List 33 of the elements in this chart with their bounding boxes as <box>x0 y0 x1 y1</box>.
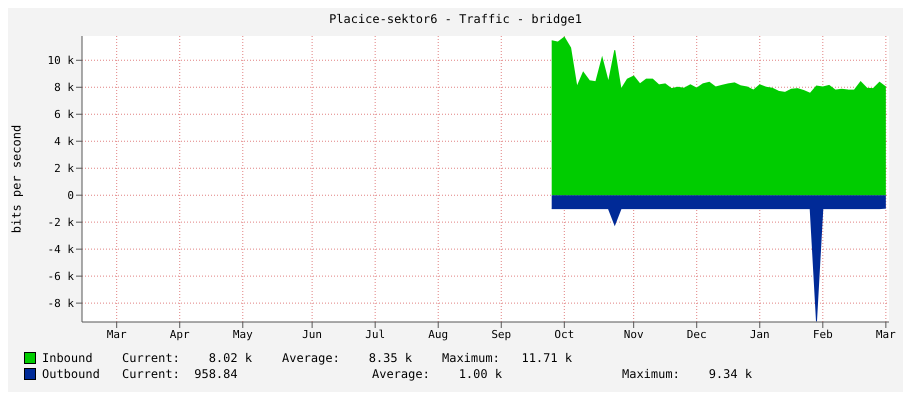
text: Maximum: 11.71 k <box>442 351 574 365</box>
text: Current: 8.02 k <box>122 351 254 365</box>
y-tick-label: 8 k <box>54 81 74 94</box>
chart-title: Placice-sektor6 - Traffic - bridge1 <box>328 11 583 28</box>
text: Average: 8.35 k <box>282 351 414 365</box>
x-tick-label: Aug <box>428 328 448 341</box>
x-tick-label: Mar <box>106 328 127 341</box>
y-tick-label: -8 k <box>48 297 74 310</box>
x-tick-label: Apr <box>170 328 190 341</box>
y-tick-label: -2 k <box>48 216 74 230</box>
x-tick-label: Jun <box>302 328 322 341</box>
y-tick-label: 6 k <box>54 108 74 122</box>
x-tick-label: Dec <box>686 328 707 341</box>
x-tick-label: Jan <box>750 328 770 341</box>
x-tick-label: May <box>232 328 254 341</box>
text: Current: 958.84 <box>122 367 239 381</box>
legend-label: Inbound <box>42 351 94 365</box>
text: Maximum: 9.34 k <box>622 367 754 381</box>
legend-label: Outbound <box>42 367 101 381</box>
x-tick-label: Feb <box>812 328 833 341</box>
x-tick-label: Oct <box>554 328 574 341</box>
x-tick-label: Sep <box>491 328 512 341</box>
y-axis-title: bits per second <box>9 124 24 234</box>
text: Average: 1.00 k <box>372 367 504 381</box>
y-tick-label: -4 k <box>48 243 74 256</box>
x-tick-label: Mar <box>876 328 896 341</box>
y-tick-label: -6 k <box>48 270 74 284</box>
y-tick-label: 0 <box>67 189 74 202</box>
y-tick-label: 2 k <box>54 162 74 176</box>
y-tick-label: 4 k <box>54 135 74 148</box>
y-tick-label: 10 k <box>48 54 74 68</box>
x-tick-label: Jul <box>365 328 386 341</box>
x-tick-label: Nov <box>624 328 644 341</box>
